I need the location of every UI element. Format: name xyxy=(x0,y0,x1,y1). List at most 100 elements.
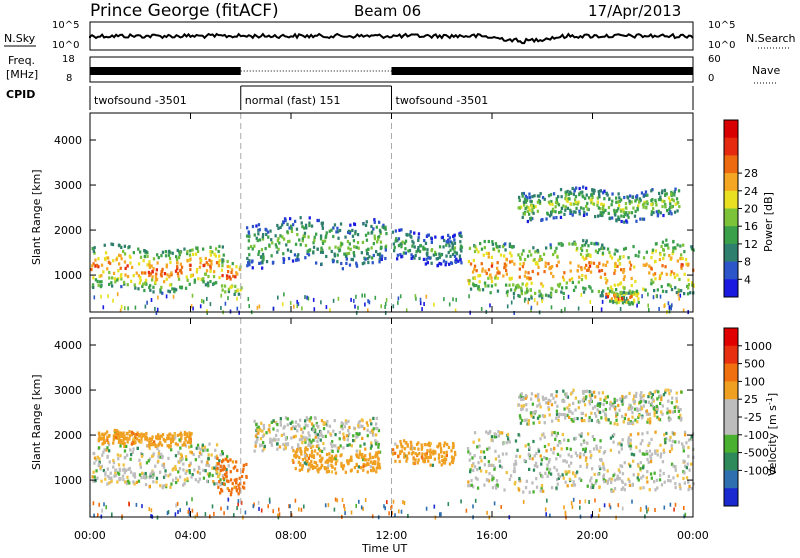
power-cell xyxy=(191,248,194,252)
velocity-cell xyxy=(321,434,324,439)
power-cell xyxy=(471,270,475,274)
power-cell xyxy=(396,257,399,261)
power-cell xyxy=(561,286,564,290)
power-cell xyxy=(144,281,147,285)
power-cell xyxy=(642,205,645,209)
velocity-cell xyxy=(270,443,273,447)
power-swatch xyxy=(724,120,738,139)
power-cell xyxy=(628,199,631,203)
velocity-cell xyxy=(546,498,548,503)
power-cell xyxy=(581,273,584,278)
velocity-cell xyxy=(571,391,574,395)
velocity-cell xyxy=(244,510,247,515)
power-cell xyxy=(626,213,629,217)
velocity-cell xyxy=(564,416,567,420)
velocity-cell xyxy=(558,412,561,416)
velocity-cell xyxy=(620,487,623,491)
velocity-cell xyxy=(631,482,634,486)
velocity-cell xyxy=(180,433,183,437)
velocity-cell xyxy=(294,434,297,438)
velocity-cell xyxy=(609,400,612,404)
power-cell xyxy=(338,228,342,233)
power-cell xyxy=(582,185,585,189)
velocity-cell xyxy=(179,431,182,435)
power-cell xyxy=(413,231,416,235)
velocity-cell xyxy=(445,450,448,454)
power-cell xyxy=(102,305,105,310)
power-cell xyxy=(622,268,626,272)
power-cell xyxy=(360,251,363,255)
power-cell xyxy=(543,197,546,201)
power-cell xyxy=(220,268,224,272)
power-cell xyxy=(246,234,249,238)
power-cell xyxy=(401,240,404,244)
velocity-cell xyxy=(226,487,229,491)
power-cell xyxy=(527,271,530,275)
power-cell xyxy=(230,270,233,274)
velocity-cell xyxy=(547,407,551,412)
power-cell xyxy=(117,269,120,273)
velocity-cell xyxy=(364,498,367,503)
velocity-cell xyxy=(629,442,632,446)
velocity-cell xyxy=(565,395,568,399)
power-cell xyxy=(304,256,307,260)
velocity-cell xyxy=(191,508,194,513)
power-cell xyxy=(258,228,261,232)
power-cell xyxy=(572,192,576,196)
velocity-cell xyxy=(307,469,310,473)
power-cell xyxy=(660,271,663,275)
velocity-cell xyxy=(636,420,639,424)
velocity-cell xyxy=(414,452,417,456)
power-cell xyxy=(513,262,516,266)
power-cell xyxy=(366,252,369,256)
velocity-cell xyxy=(339,444,342,448)
velocity-cell xyxy=(144,437,147,441)
velocity-cell xyxy=(551,431,554,435)
velocity-cell xyxy=(98,434,101,438)
velocity-cell xyxy=(539,454,542,458)
velocity-cell xyxy=(376,465,380,469)
velocity-cell xyxy=(592,484,595,488)
velocity-cell xyxy=(304,440,307,444)
velocity-cell xyxy=(122,468,125,472)
power-cell xyxy=(603,246,606,250)
power-cell xyxy=(103,243,106,247)
power-cell xyxy=(258,261,261,265)
velocity-cell xyxy=(276,442,279,446)
velocity-cell xyxy=(670,462,674,466)
velocity-cell xyxy=(641,432,644,436)
power-cell xyxy=(144,278,148,282)
power-cell xyxy=(237,292,240,296)
velocity-cell xyxy=(570,454,573,459)
power-cell xyxy=(108,270,111,275)
power-cell xyxy=(184,286,188,290)
power-cell xyxy=(505,257,508,261)
power-cell xyxy=(303,226,306,230)
power-cell xyxy=(669,206,672,210)
velocity-cell xyxy=(540,462,543,466)
velocity-cell xyxy=(253,449,256,453)
power-cell xyxy=(365,238,369,242)
velocity-cell xyxy=(663,480,666,484)
power-cell xyxy=(173,290,176,294)
velocity-cell xyxy=(149,439,152,443)
velocity-cell xyxy=(550,486,554,490)
power-cell xyxy=(536,194,540,198)
velocity-cell xyxy=(206,463,209,467)
power-cell xyxy=(574,210,577,214)
cpid-segment-label: normal (fast) 151 xyxy=(245,94,341,107)
velocity-cell xyxy=(584,413,587,417)
power-cell xyxy=(568,242,571,246)
power-cell xyxy=(613,269,617,273)
power-tick-label: 20 xyxy=(744,203,758,216)
power-cell xyxy=(495,244,498,248)
y-tick-label: 1000 xyxy=(54,269,82,282)
velocity-cell xyxy=(406,457,409,461)
power-cell xyxy=(671,252,674,256)
power-cell xyxy=(240,286,243,290)
velocity-cell xyxy=(493,432,496,436)
power-cell xyxy=(107,294,109,299)
velocity-panel xyxy=(91,318,695,520)
power-cell xyxy=(460,234,463,238)
power-cell xyxy=(122,280,126,284)
